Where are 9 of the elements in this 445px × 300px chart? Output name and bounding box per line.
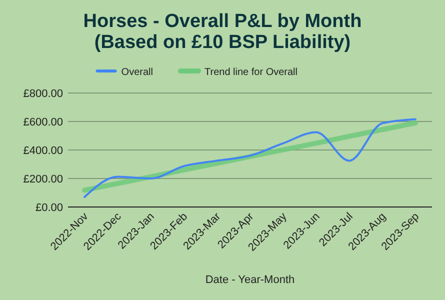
x-axis-title: Date - Year-Month: [205, 274, 295, 286]
y-tick-label: £800.00: [23, 88, 63, 100]
y-tick-label: £600.00: [23, 116, 63, 128]
y-tick-label: £200.00: [23, 174, 63, 186]
legend-label: Overall: [121, 67, 153, 78]
y-tick-label: £400.00: [23, 145, 63, 157]
legend-label: Trend line for Overall: [204, 67, 298, 78]
y-tick-label: £0.00: [35, 202, 63, 214]
chart-title: Horses - Overall P&L by Month (Based on £10 BSP Liability): [83, 11, 362, 53]
